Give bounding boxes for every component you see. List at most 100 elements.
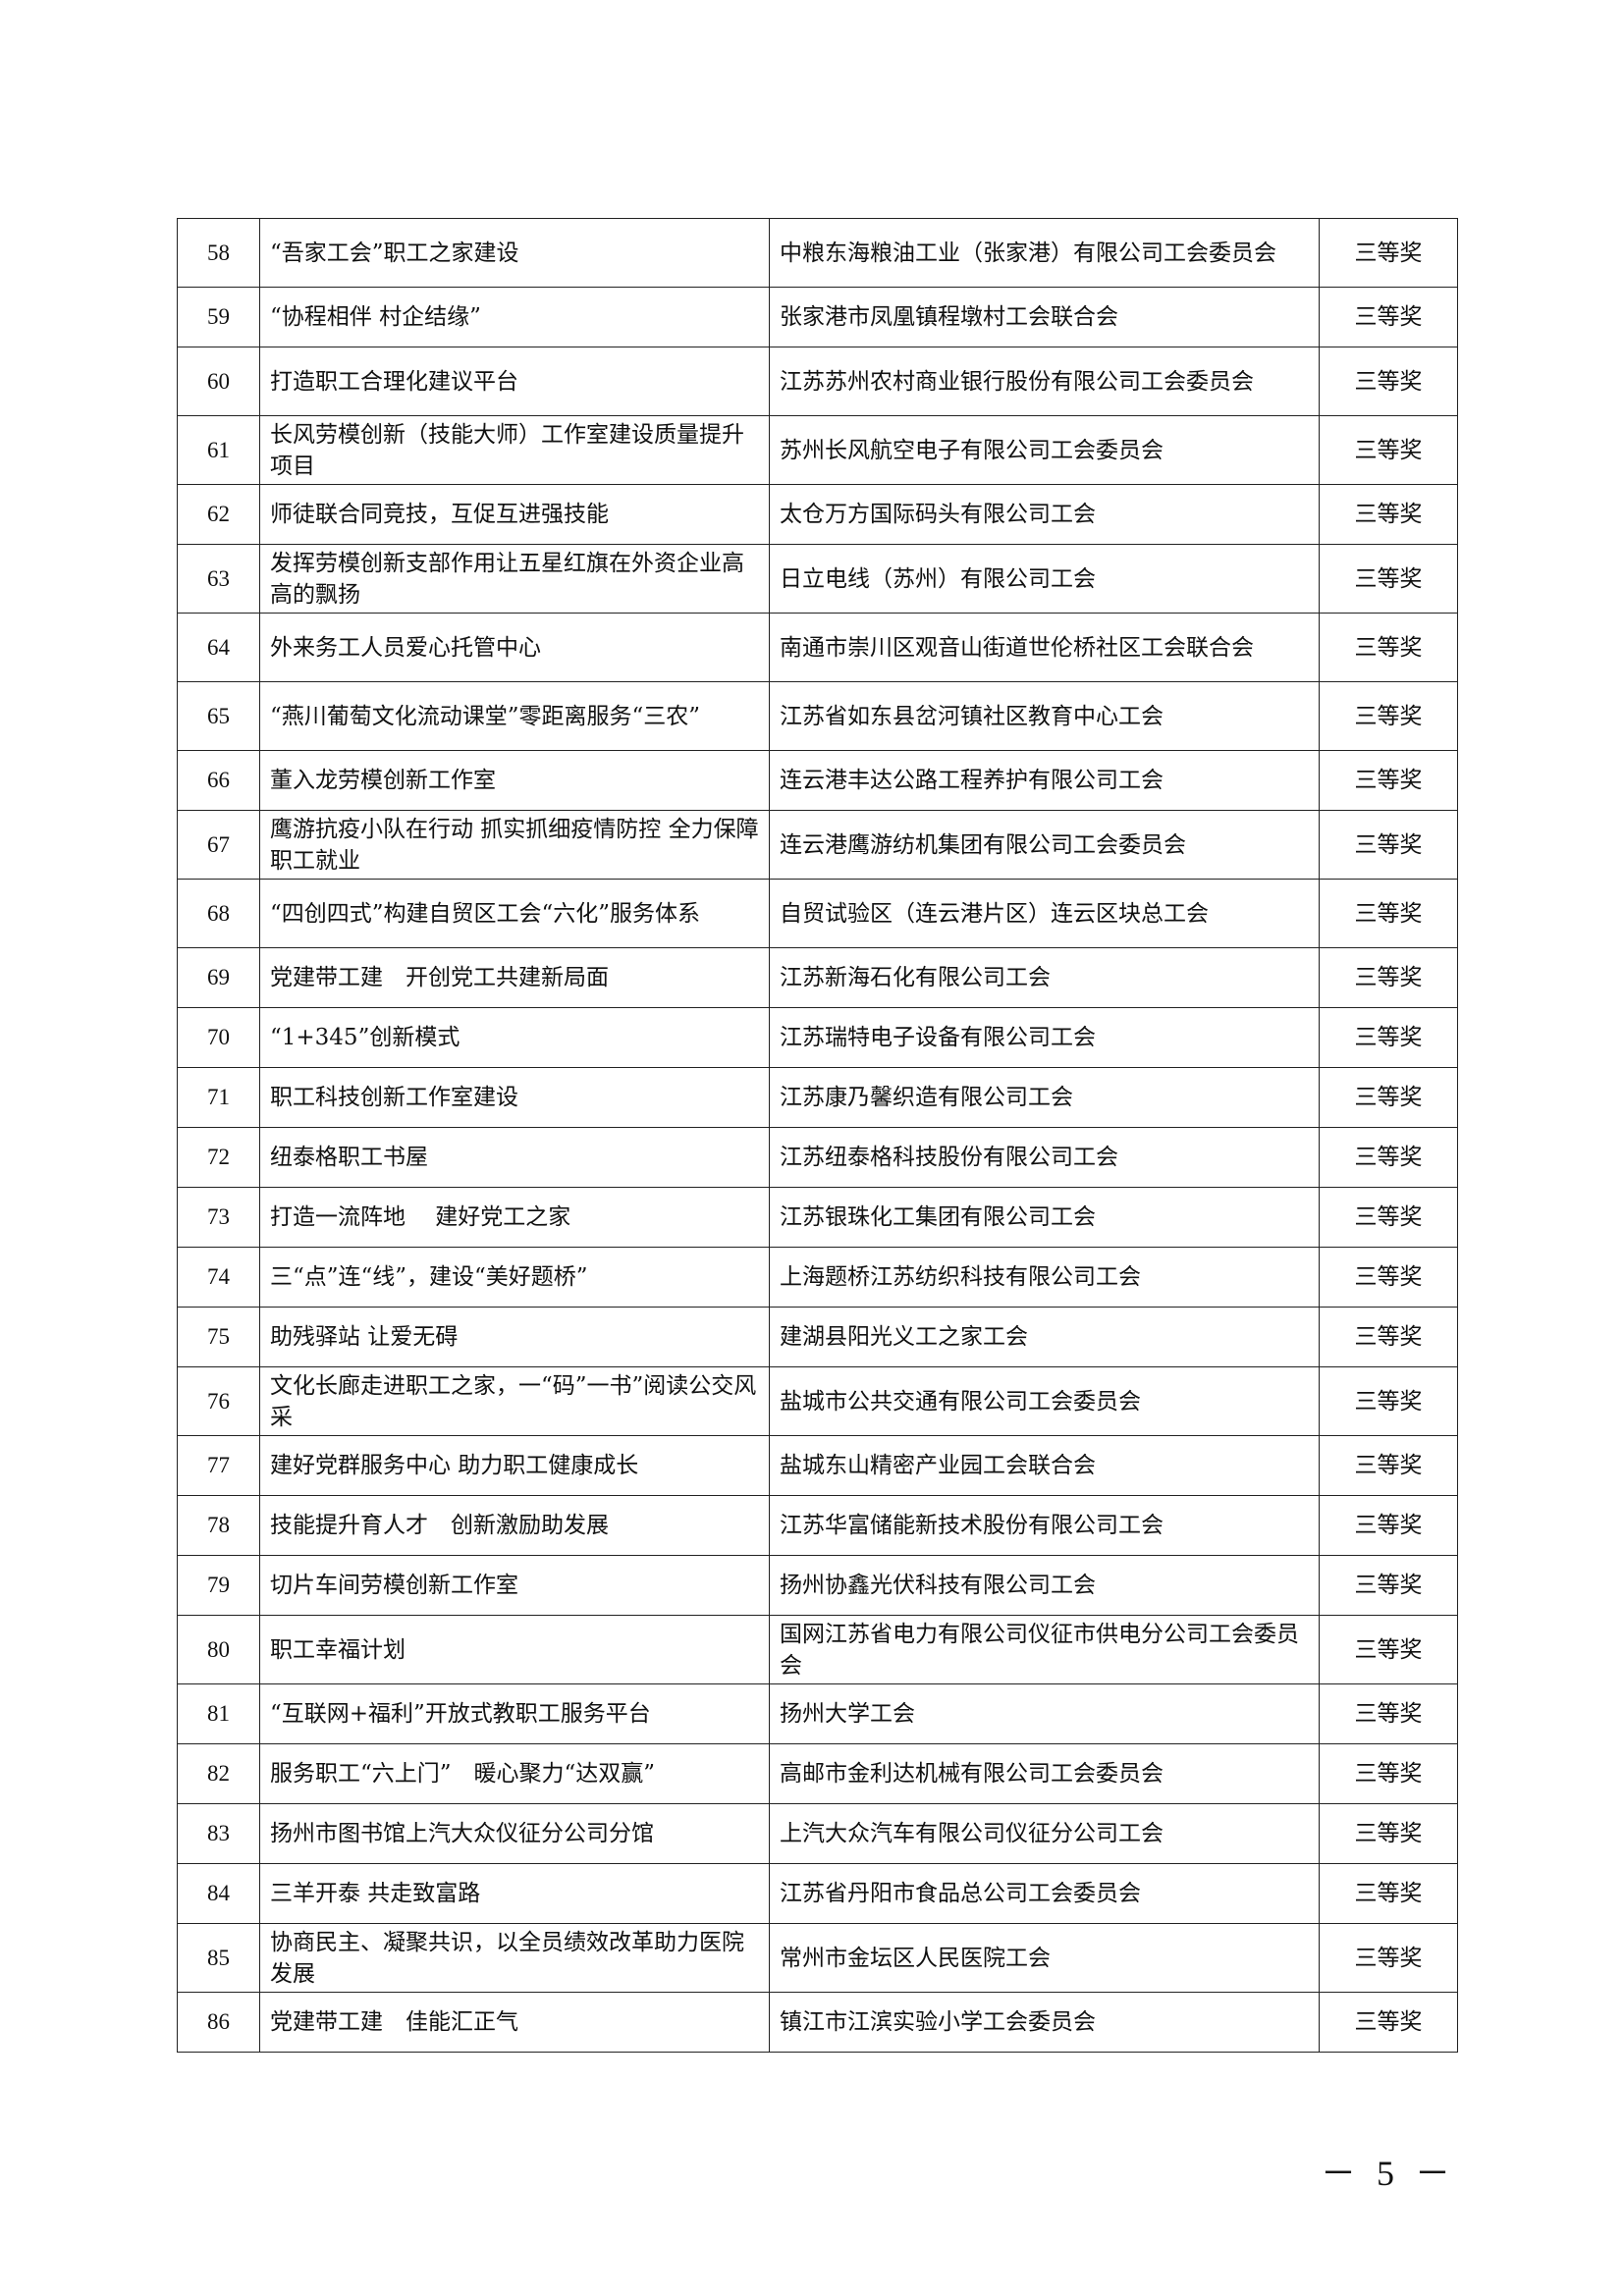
table-row: 77 建好党群服务中心 助力职工健康成长 盐城东山精密产业园工会联合会 三等奖 [177,1435,1458,1496]
award-level: 三等奖 [1319,947,1458,1008]
unit-name: 江苏瑞特电子设备有限公司工会 [769,1007,1320,1068]
project-name: 技能提升育人才 创新激励助发展 [259,1495,770,1556]
award-level: 三等奖 [1319,750,1458,811]
table-row: 60 打造职工合理化建议平台 江苏苏州农村商业银行股份有限公司工会委员会 三等奖 [177,347,1458,416]
project-name: 打造一流阵地 建好党工之家 [259,1187,770,1248]
project-name: “1+345”创新模式 [259,1007,770,1068]
unit-name: 上汽大众汽车有限公司仪征分公司工会 [769,1803,1320,1864]
table-row: 71 职工科技创新工作室建设 江苏康乃馨织造有限公司工会 三等奖 [177,1067,1458,1128]
project-name: “四创四式”构建自贸区工会“六化”服务体系 [259,879,770,948]
project-name: 长风劳模创新（技能大师）工作室建设质量提升项目 [259,415,770,485]
award-level: 三等奖 [1319,1683,1458,1744]
unit-name: 江苏苏州农村商业银行股份有限公司工会委员会 [769,347,1320,416]
award-level: 三等奖 [1319,1743,1458,1804]
row-number: 59 [177,287,260,347]
award-level: 三等奖 [1319,1127,1458,1188]
row-number: 68 [177,879,260,948]
table-row: 81 “互联网+福利”开放式教职工服务平台 扬州大学工会 三等奖 [177,1683,1458,1744]
table-row: 72 纽泰格职工书屋 江苏纽泰格科技股份有限公司工会 三等奖 [177,1127,1458,1188]
table-row: 73 打造一流阵地 建好党工之家 江苏银珠化工集团有限公司工会 三等奖 [177,1187,1458,1248]
row-number: 76 [177,1366,260,1436]
row-number: 61 [177,415,260,485]
row-number: 60 [177,347,260,416]
unit-name: 江苏省丹阳市食品总公司工会委员会 [769,1863,1320,1924]
project-name: 职工幸福计划 [259,1615,770,1684]
row-number: 69 [177,947,260,1008]
unit-name: 江苏银珠化工集团有限公司工会 [769,1187,1320,1248]
unit-name: 江苏华富储能新技术股份有限公司工会 [769,1495,1320,1556]
project-name: 扬州市图书馆上汽大众仪征分公司分馆 [259,1803,770,1864]
table-row: 58 “吾家工会”职工之家建设 中粮东海粮油工业（张家港）有限公司工会委员会 三等奖 [177,218,1458,288]
unit-name: 镇江市江滨实验小学工会委员会 [769,1992,1320,2053]
table-row: 67 鹰游抗疫小队在行动 抓实抓细疫情防控 全力保障职工就业 连云港鹰游纺机集团有限… [177,810,1458,880]
award-level: 三等奖 [1319,1247,1458,1308]
project-name: 助残驿站 让爱无碍 [259,1307,770,1367]
unit-name: 国网江苏省电力有限公司仪征市供电分公司工会委员会 [769,1615,1320,1684]
award-level: 三等奖 [1319,1187,1458,1248]
project-name: “互联网+福利”开放式教职工服务平台 [259,1683,770,1744]
unit-name: 连云港丰达公路工程养护有限公司工会 [769,750,1320,811]
project-name: 董入龙劳模创新工作室 [259,750,770,811]
unit-name: 江苏纽泰格科技股份有限公司工会 [769,1127,1320,1188]
award-level: 三等奖 [1319,1555,1458,1616]
row-number: 58 [177,218,260,288]
unit-name: 高邮市金利达机械有限公司工会委员会 [769,1743,1320,1804]
table-row: 66 董入龙劳模创新工作室 连云港丰达公路工程养护有限公司工会 三等奖 [177,750,1458,811]
row-number: 72 [177,1127,260,1188]
page-number: － 5 － [1321,2154,1457,2193]
award-level: 三等奖 [1319,1007,1458,1068]
unit-name: 扬州协鑫光伏科技有限公司工会 [769,1555,1320,1616]
row-number: 64 [177,613,260,682]
table-row: 63 发挥劳模创新支部作用让五星红旗在外资企业高高的飘扬 日立电线（苏州）有限公司工… [177,544,1458,614]
unit-name: 苏州长风航空电子有限公司工会委员会 [769,415,1320,485]
project-name: “燕川葡萄文化流动课堂”零距离服务“三农” [259,681,770,751]
unit-name: 中粮东海粮油工业（张家港）有限公司工会委员会 [769,218,1320,288]
table-row: 69 党建带工建 开创党工共建新局面 江苏新海石化有限公司工会 三等奖 [177,947,1458,1008]
unit-name: 上海题桥江苏纺织科技有限公司工会 [769,1247,1320,1308]
unit-name: 江苏新海石化有限公司工会 [769,947,1320,1008]
project-name: 服务职工“六上门” 暖心聚力“达双赢” [259,1743,770,1804]
unit-name: 江苏省如东县岔河镇社区教育中心工会 [769,681,1320,751]
unit-name: 扬州大学工会 [769,1683,1320,1744]
project-name: 三“点”连“线”，建设“美好题桥” [259,1247,770,1308]
unit-name: 常州市金坛区人民医院工会 [769,1923,1320,1993]
table-row: 85 协商民主、凝聚共识，以全员绩效改革助力医院发展 常州市金坛区人民医院工会 三等奖 [177,1923,1458,1993]
table-row: 68 “四创四式”构建自贸区工会“六化”服务体系 自贸试验区（连云港片区）连云区块总… [177,879,1458,948]
row-number: 84 [177,1863,260,1924]
table-row: 84 三羊开泰 共走致富路 江苏省丹阳市食品总公司工会委员会 三等奖 [177,1863,1458,1924]
unit-name: 自贸试验区（连云港片区）连云区块总工会 [769,879,1320,948]
project-name: 发挥劳模创新支部作用让五星红旗在外资企业高高的飘扬 [259,544,770,614]
project-name: “吾家工会”职工之家建设 [259,218,770,288]
project-name: 职工科技创新工作室建设 [259,1067,770,1128]
row-number: 75 [177,1307,260,1367]
award-level: 三等奖 [1319,1067,1458,1128]
award-level: 三等奖 [1319,218,1458,288]
table-row: 80 职工幸福计划 国网江苏省电力有限公司仪征市供电分公司工会委员会 三等奖 [177,1615,1458,1684]
awards-table: 58 “吾家工会”职工之家建设 中粮东海粮油工业（张家港）有限公司工会委员会 三等奖 5… [177,218,1458,2053]
table-row: 74 三“点”连“线”，建设“美好题桥” 上海题桥江苏纺织科技有限公司工会 三等奖 [177,1247,1458,1308]
project-name: 切片车间劳模创新工作室 [259,1555,770,1616]
unit-name: 盐城东山精密产业园工会联合会 [769,1435,1320,1496]
award-level: 三等奖 [1319,415,1458,485]
award-level: 三等奖 [1319,613,1458,682]
row-number: 78 [177,1495,260,1556]
award-level: 三等奖 [1319,1495,1458,1556]
project-name: 文化长廊走进职工之家，一“码”一书”阅读公交风采 [259,1366,770,1436]
row-number: 81 [177,1683,260,1744]
row-number: 62 [177,484,260,545]
table-row: 70 “1+345”创新模式 江苏瑞特电子设备有限公司工会 三等奖 [177,1007,1458,1068]
award-level: 三等奖 [1319,484,1458,545]
project-name: 协商民主、凝聚共识，以全员绩效改革助力医院发展 [259,1923,770,1993]
award-level: 三等奖 [1319,879,1458,948]
row-number: 79 [177,1555,260,1616]
row-number: 65 [177,681,260,751]
award-level: 三等奖 [1319,681,1458,751]
award-level: 三等奖 [1319,1803,1458,1864]
table-row: 76 文化长廊走进职工之家，一“码”一书”阅读公交风采 盐城市公共交通有限公司工会委… [177,1366,1458,1436]
unit-name: 日立电线（苏州）有限公司工会 [769,544,1320,614]
project-name: 纽泰格职工书屋 [259,1127,770,1188]
award-level: 三等奖 [1319,1307,1458,1367]
row-number: 86 [177,1992,260,2053]
project-name: 鹰游抗疫小队在行动 抓实抓细疫情防控 全力保障职工就业 [259,810,770,880]
row-number: 82 [177,1743,260,1804]
